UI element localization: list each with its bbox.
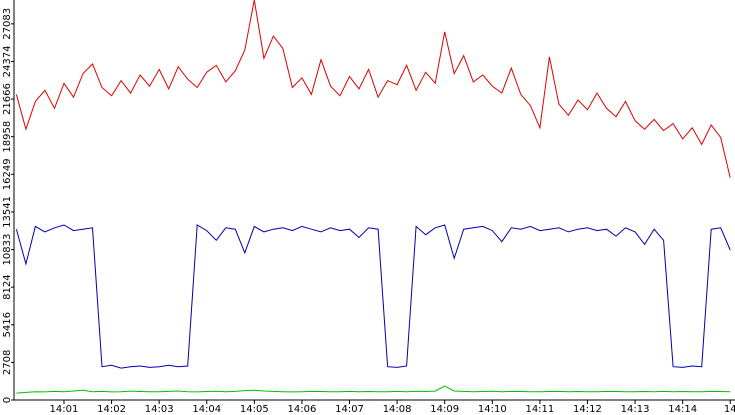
x-tick-label: 14:10 [478,404,507,415]
x-tick-label: 14:11 [525,404,554,415]
series-line [15,0,731,178]
y-tick-label: 10833 [2,234,13,266]
y-tick-label: 16249 [2,158,13,190]
y-tick-label: 13541 [2,196,13,228]
y-tick-label: 0 [2,397,13,403]
series-line [16,385,731,394]
y-tick-label: 2708 [2,350,13,375]
x-tick-label: 14:08 [383,404,412,415]
y-tick-label: 18958 [2,121,13,153]
x-tick-label: 14:13 [621,404,650,415]
x-tick-label: 14:03 [145,404,174,415]
x-tick-label: 14:06 [288,404,317,415]
y-tick-label: 5416 [2,312,13,337]
x-tick-label: 14:12 [573,404,602,415]
y-tick-label: 24374 [2,46,13,78]
y-tick-label: 21666 [2,83,13,115]
x-tick-label: 14:05 [240,404,269,415]
x-tick-label: 14:04 [192,404,221,415]
x-tick-label: 14:02 [97,404,126,415]
x-tick-label: 14:01 [50,404,79,415]
y-tick-label: 8124 [2,274,13,299]
series-line [15,224,731,369]
x-tick-label: 14:14 [668,404,697,415]
x-tick-label: 14 [724,404,735,415]
x-tick-label: 14:09 [430,404,459,415]
x-tick-label: 14:07 [335,404,364,415]
y-tick-label: 27083 [2,8,13,40]
